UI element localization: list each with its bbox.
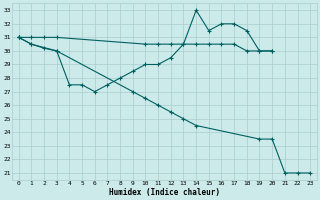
X-axis label: Humidex (Indice chaleur): Humidex (Indice chaleur) xyxy=(109,188,220,197)
